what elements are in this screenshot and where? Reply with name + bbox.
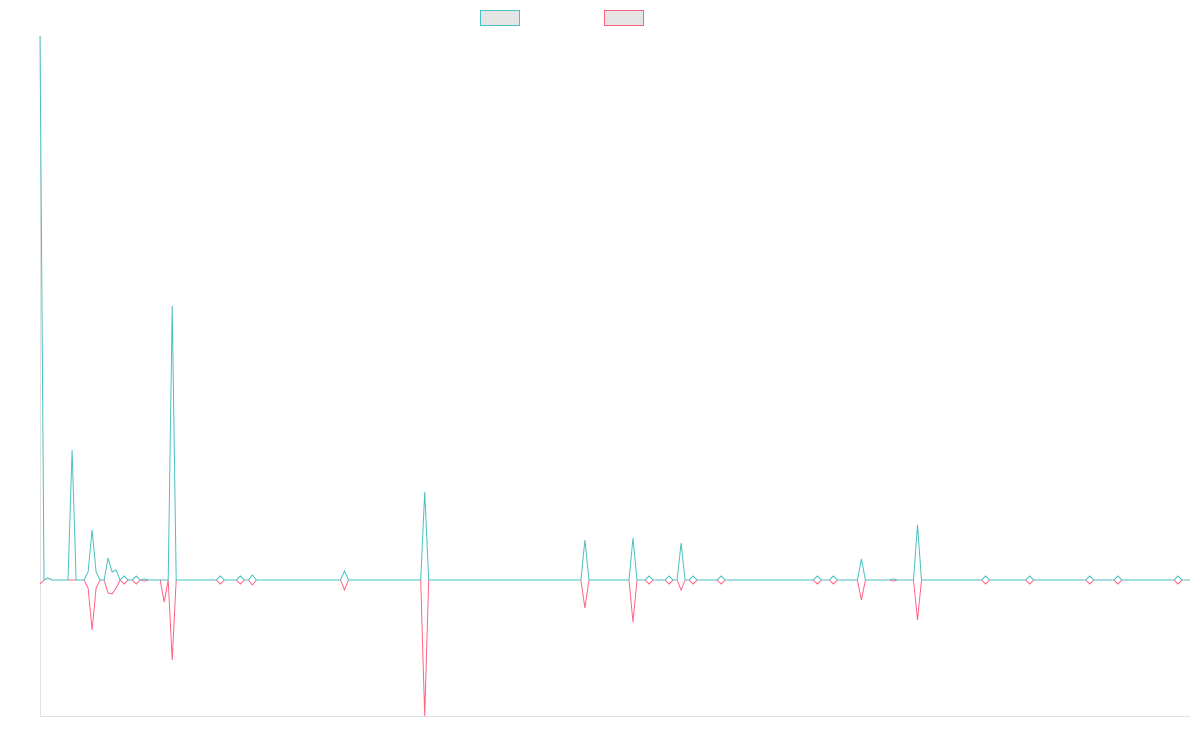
legend-swatch-series-1[interactable] xyxy=(480,10,520,26)
legend-swatch-series-2[interactable] xyxy=(604,10,644,26)
series-line-2 xyxy=(39,577,1190,717)
series-line-1 xyxy=(39,35,1190,581)
